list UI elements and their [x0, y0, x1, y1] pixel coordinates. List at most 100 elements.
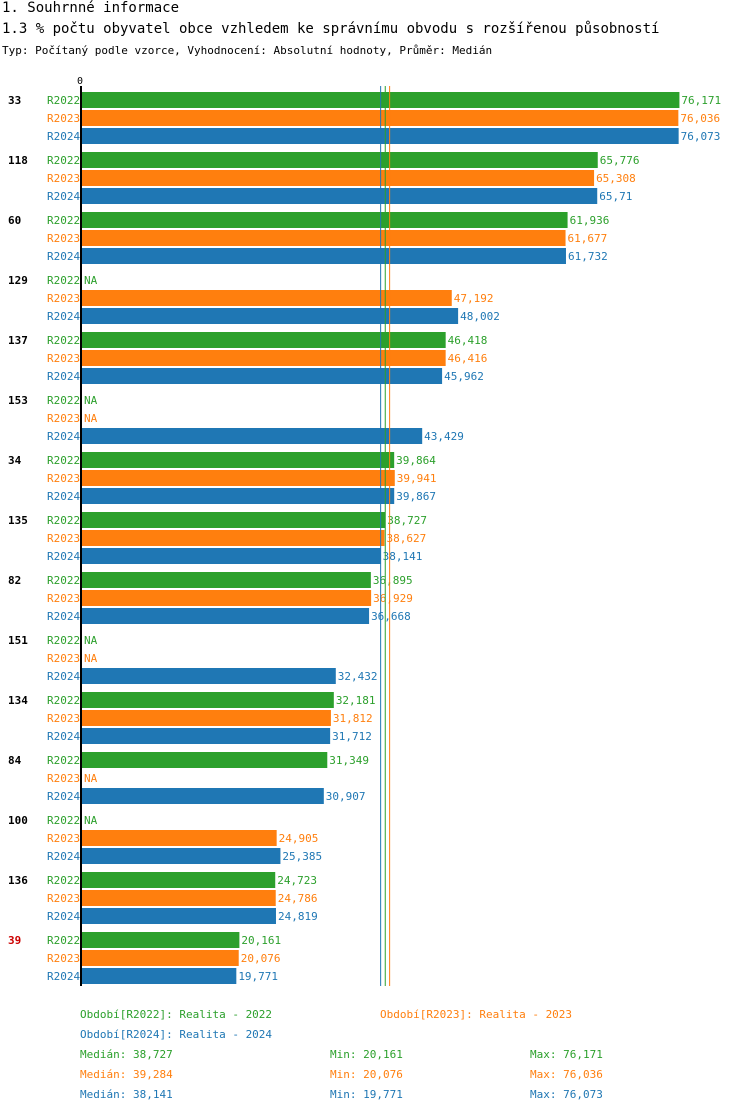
bar — [81, 188, 598, 204]
series-label: R2022 — [47, 514, 80, 527]
bar — [81, 350, 446, 366]
series-label: R2022 — [47, 634, 80, 647]
bar — [81, 332, 446, 348]
series-label: R2023 — [47, 352, 80, 365]
chart-title: 1.3 % počtu obyvatel obce vzhledem ke sp… — [2, 21, 660, 37]
data-label: 36,668 — [371, 610, 411, 623]
axis-zero-label: 0 — [77, 76, 83, 87]
data-label: 24,786 — [278, 892, 318, 905]
series-label: R2023 — [47, 112, 80, 125]
legend-period-r2024: Období[R2024]: Realita - 2024 — [80, 1028, 273, 1041]
series-label: R2022 — [47, 874, 80, 887]
series-label: R2022 — [47, 394, 80, 407]
data-label: 46,416 — [448, 352, 488, 365]
category-label: 118 — [8, 154, 28, 167]
data-label: 38,627 — [386, 532, 426, 545]
data-label: 39,864 — [396, 454, 436, 467]
series-label: R2022 — [47, 934, 80, 947]
bar — [81, 752, 328, 768]
stat-min-r2023: Min: 20,076 — [330, 1068, 403, 1081]
series-label: R2023 — [47, 712, 80, 725]
series-label: R2024 — [47, 550, 80, 563]
page-title: 1. Souhrnné informace — [2, 0, 180, 16]
data-label: 46,418 — [448, 334, 488, 347]
data-label: 32,432 — [338, 670, 378, 683]
data-label: 36,895 — [373, 574, 413, 587]
series-label: R2024 — [47, 250, 80, 263]
series-label: R2023 — [47, 292, 80, 305]
data-label: NA — [84, 634, 98, 647]
series-label: R2023 — [47, 652, 80, 665]
data-label: 47,192 — [454, 292, 494, 305]
data-label: NA — [84, 772, 98, 785]
data-label: 39,941 — [397, 472, 437, 485]
series-label: R2022 — [47, 94, 80, 107]
series-label: R2024 — [47, 490, 80, 503]
category-label: 153 — [8, 394, 28, 407]
category-label: 137 — [8, 334, 28, 347]
bar — [81, 548, 381, 564]
data-label: 20,076 — [241, 952, 281, 965]
category-label: 135 — [8, 514, 28, 527]
data-label: NA — [84, 394, 98, 407]
legend-period-r2022: Období[R2022]: Realita - 2022 — [80, 1008, 273, 1021]
data-label: 43,429 — [424, 430, 464, 443]
series-label: R2022 — [47, 754, 80, 767]
data-label: NA — [84, 274, 98, 287]
series-label: R2022 — [47, 274, 80, 287]
category-label: 136 — [8, 874, 28, 887]
series-label: R2024 — [47, 430, 80, 443]
bar — [81, 728, 331, 744]
data-label: 30,907 — [326, 790, 366, 803]
bar — [81, 668, 336, 684]
series-label: R2022 — [47, 214, 80, 227]
data-label: 31,812 — [333, 712, 373, 725]
category-label: 100 — [8, 814, 28, 827]
bar — [81, 212, 568, 228]
bar — [81, 710, 331, 726]
category-label: 84 — [8, 754, 22, 767]
bar — [81, 470, 395, 486]
data-label: 65,308 — [596, 172, 636, 185]
bar — [81, 872, 276, 888]
data-label: 20,161 — [241, 934, 281, 947]
bar — [81, 368, 443, 384]
series-label: R2022 — [47, 454, 80, 467]
data-label: 31,712 — [332, 730, 372, 743]
category-label: 129 — [8, 274, 28, 287]
bar — [81, 908, 276, 924]
bar — [81, 968, 237, 984]
bar — [81, 788, 324, 804]
data-label: 36,929 — [373, 592, 413, 605]
category-label: 39 — [8, 934, 21, 947]
data-label: 19,771 — [238, 970, 278, 983]
series-label: R2022 — [47, 154, 80, 167]
bar — [81, 692, 334, 708]
stat-median-r2024: Medián: 38,141 — [80, 1088, 173, 1101]
data-label: 38,141 — [383, 550, 423, 563]
data-label: NA — [84, 412, 98, 425]
series-label: R2024 — [47, 850, 80, 863]
category-label: 60 — [8, 214, 21, 227]
legend-period-r2023: Období[R2023]: Realita - 2023 — [380, 1008, 573, 1021]
category-label: 33 — [8, 94, 21, 107]
category-label: 151 — [8, 634, 28, 647]
data-label: 32,181 — [336, 694, 376, 707]
series-label: R2024 — [47, 970, 80, 983]
data-label: 61,677 — [568, 232, 608, 245]
bar — [81, 428, 423, 444]
bar — [81, 290, 452, 306]
data-label: 65,71 — [599, 190, 632, 203]
bar — [81, 608, 370, 624]
stat-max-r2023: Max: 76,036 — [530, 1068, 603, 1081]
bar — [81, 152, 598, 168]
chart-meta: Typ: Počítaný podle vzorce, Vyhodnocení:… — [2, 44, 493, 57]
data-label: 76,171 — [681, 94, 721, 107]
category-label: 82 — [8, 574, 21, 587]
data-label: 31,349 — [329, 754, 369, 767]
series-label: R2023 — [47, 472, 80, 485]
data-label: 24,819 — [278, 910, 318, 923]
data-label: 48,002 — [460, 310, 500, 323]
data-label: 25,385 — [282, 850, 322, 863]
